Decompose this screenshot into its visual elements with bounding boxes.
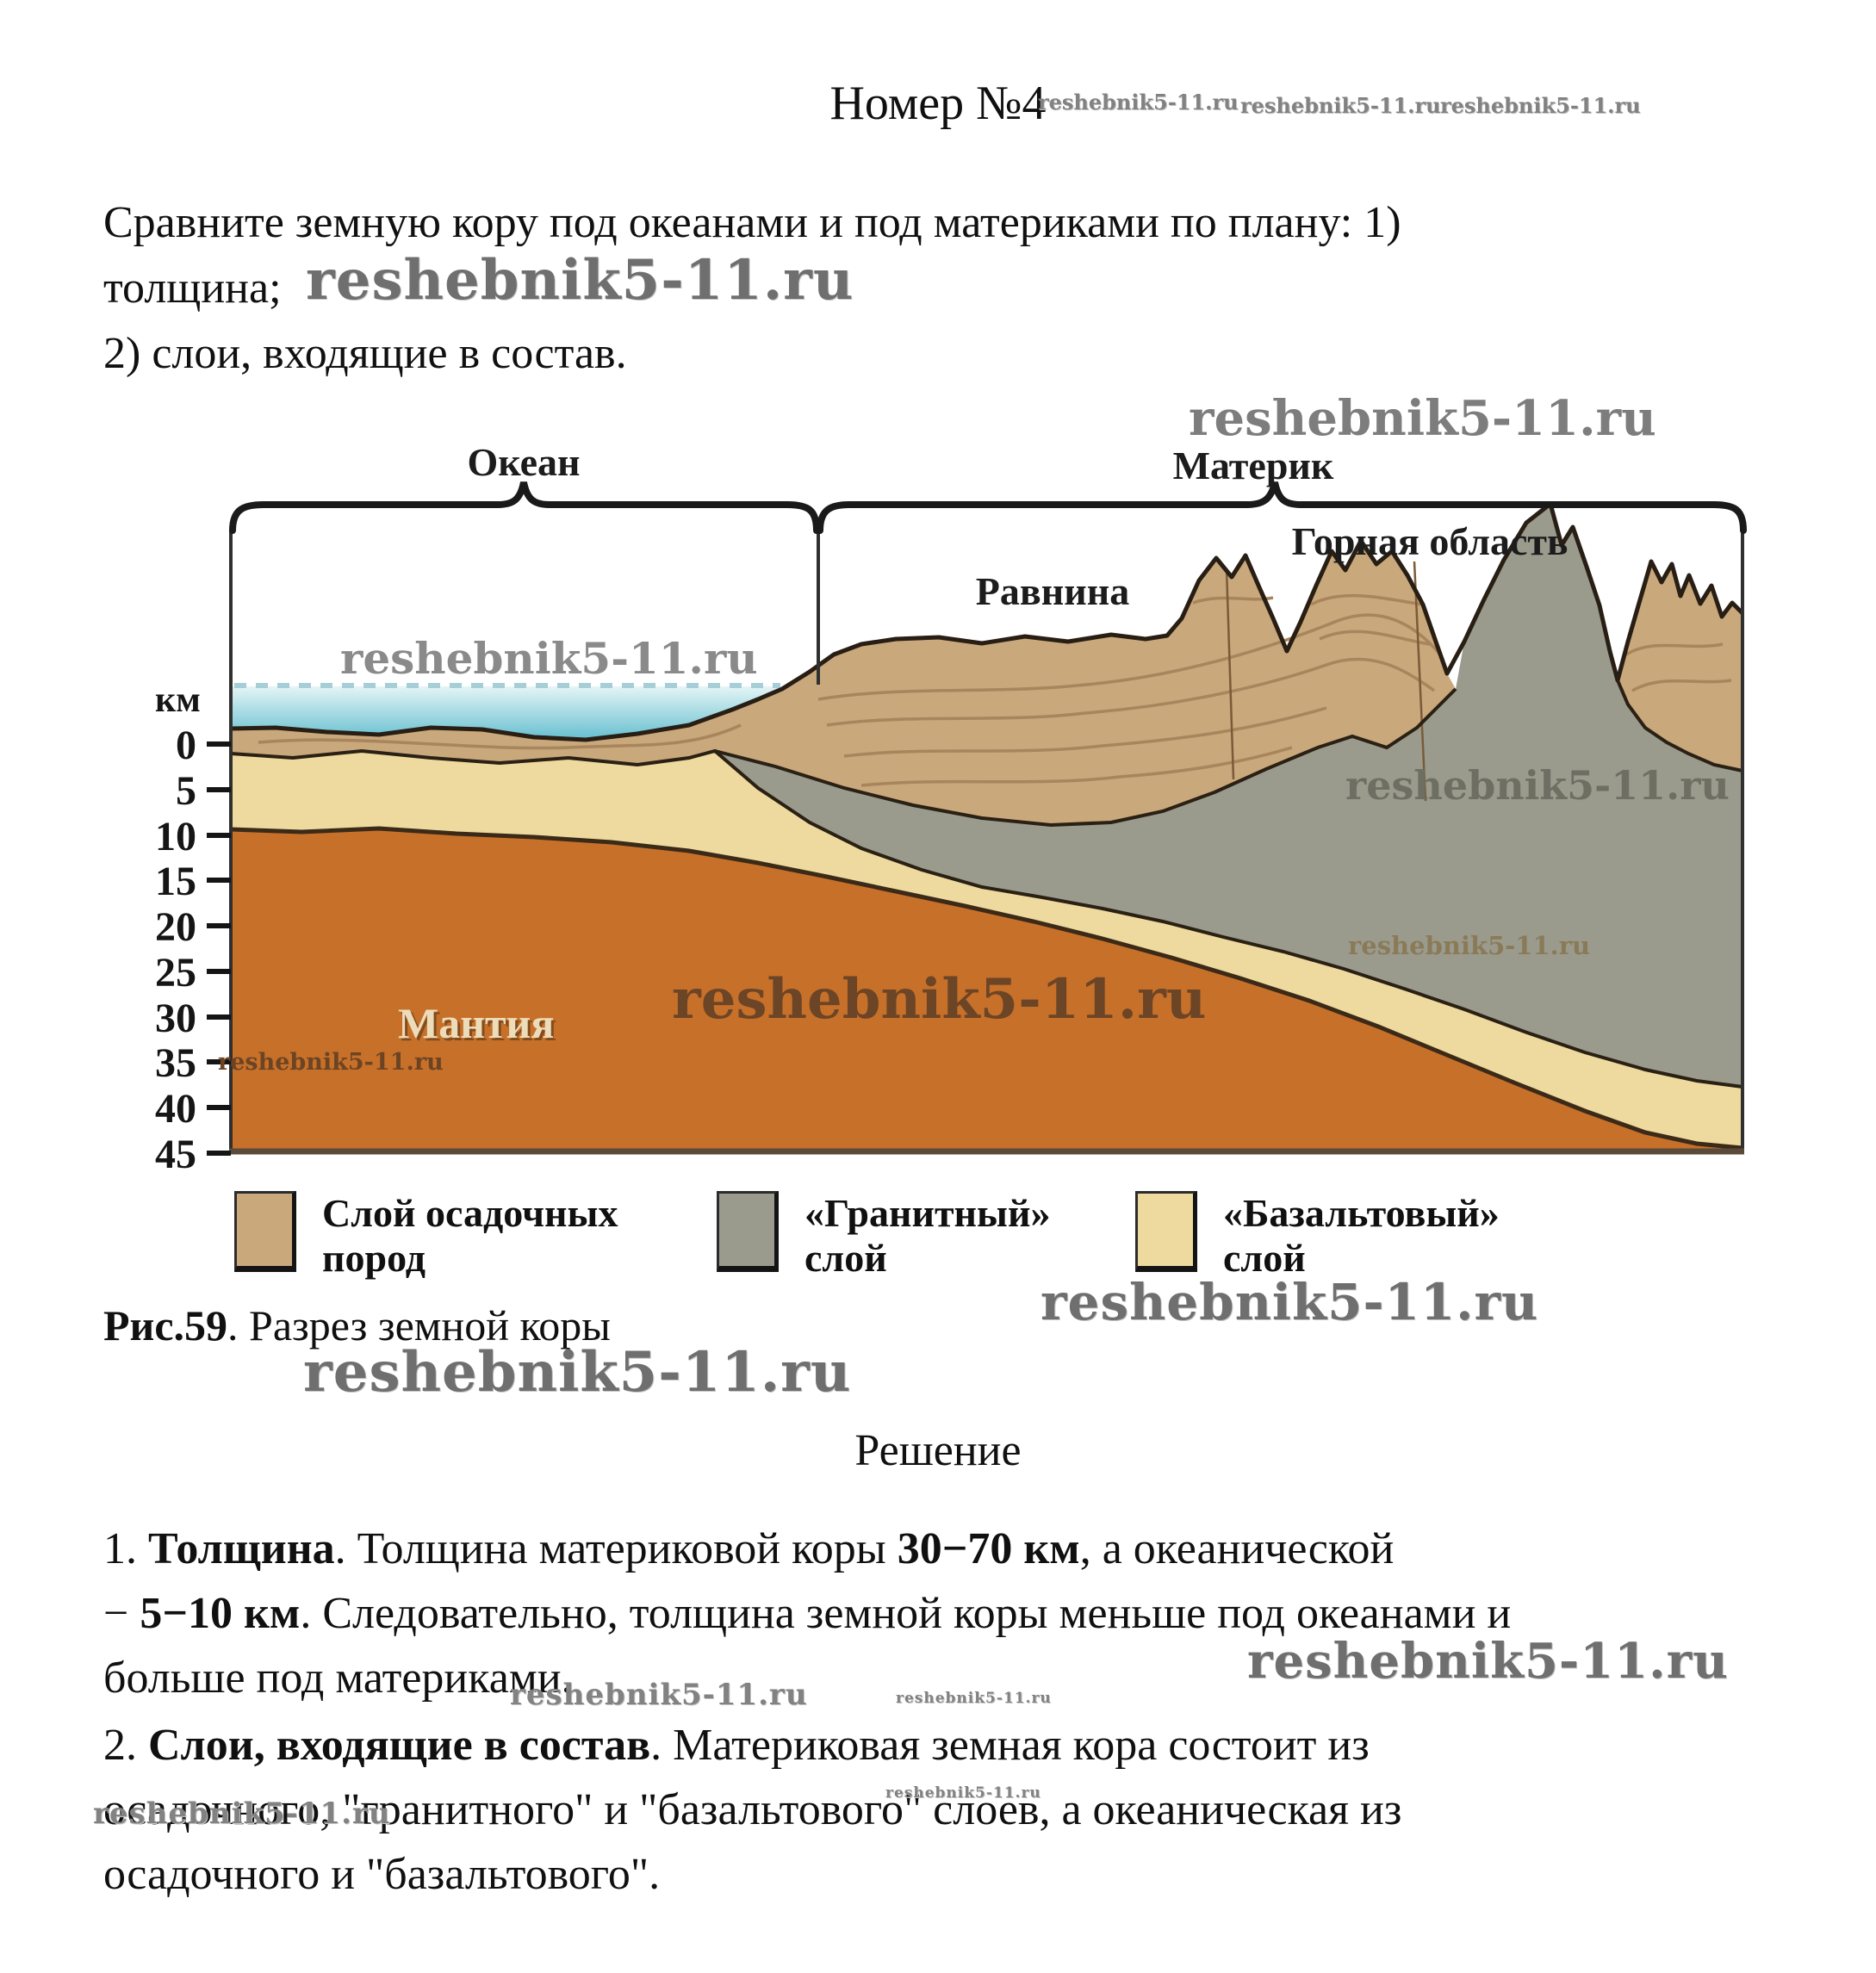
diagram-frame [229, 529, 1744, 1151]
mantle-top-outline [230, 826, 1743, 1151]
caption-text: . Разрез земной коры [227, 1301, 611, 1349]
solution-text: . Следовательно, толщина земной коры мен… [300, 1589, 1512, 1638]
solution-text: , а океанической [1079, 1524, 1395, 1573]
legend-text: Слой осадочных [322, 1191, 618, 1235]
solution-text-bold: Слои, входящие в состав [148, 1721, 651, 1770]
fault-lines [1225, 561, 1427, 802]
scale-tick-label: 20 [155, 904, 196, 950]
watermark: reshebnik5-11.ru [340, 633, 758, 684]
caption-number: Рис.59 [103, 1301, 228, 1349]
solution-line-1: 1. Толщина. Толщина материковой коры 30−… [103, 1517, 1394, 1581]
ocean-water [231, 686, 782, 740]
figure-caption: Рис.59. Разрез земной коры [103, 1294, 611, 1357]
solution-text: 1. [103, 1524, 148, 1573]
solution-text: . Толщина материковой коры [334, 1524, 898, 1573]
scale-tick-label: 0 [176, 723, 196, 768]
scale-tick-label: 30 [155, 996, 196, 1041]
mantle-label: Мантия [398, 999, 554, 1047]
watermark: reshebnik5-11.ru [303, 1340, 852, 1405]
legend-label-granite: «Гранитный» слой [804, 1191, 1050, 1281]
question-line-2: толщина; [103, 264, 282, 313]
legend-item-sediment: Слой осадочных пород [234, 1191, 618, 1281]
continent-label: Материк [1173, 444, 1334, 487]
continent-brace [817, 481, 1747, 534]
legend-text: «Гранитный» [804, 1191, 1051, 1235]
basalt-top-outline [230, 748, 1743, 1089]
watermark: reshebnik5-11.ru [218, 1049, 444, 1076]
watermark: reshebnik5-11.ru [672, 967, 1206, 1032]
watermark: reshebnik5-11.ru [1240, 93, 1441, 118]
scale-ticks [207, 741, 231, 1156]
solution-text-bold: 30−70 км [897, 1524, 1080, 1573]
legend-label-basalt: «Базальтовый» слой [1223, 1191, 1500, 1281]
legend-text: слой [1223, 1236, 1306, 1280]
question-line-3: 2) слои, входящие в состав. [103, 329, 627, 378]
solution-heading: Решение [854, 1426, 1022, 1475]
solution-text: 2. [103, 1721, 148, 1770]
watermark: reshebnik5-11.ru [896, 1690, 1052, 1707]
legend-item-basalt: «Базальтовый» слой [1135, 1191, 1500, 1281]
watermark: reshebnik5-11.ru [1345, 762, 1730, 809]
solution-text: больше под материками. [103, 1653, 573, 1703]
mantle-layer [231, 828, 1742, 1151]
ocean-brace [229, 481, 820, 534]
watermark: reshebnik5-11.ru [306, 248, 854, 313]
granite-swatch [717, 1191, 779, 1272]
scale-tick-label: 45 [155, 1132, 196, 1177]
solution-text-bold: Толщина [148, 1524, 335, 1573]
sediment-swatch [234, 1191, 296, 1272]
solution-text: − [103, 1589, 140, 1638]
solution-line-2: − 5−10 км. Следовательно, толщина земной… [103, 1582, 1511, 1646]
watermark: reshebnik5-11.ru [1038, 90, 1239, 115]
scale-unit-label: км [155, 680, 201, 720]
watermark: reshebnik5-11.ru [1040, 1273, 1539, 1331]
solution-line-5: осадочного, "гранитного" и "базальтового… [103, 1778, 1401, 1842]
ocean-label: Океан [467, 440, 580, 484]
sediment-layer [231, 541, 1456, 825]
scale-tick-label: 15 [155, 859, 196, 904]
solution-line-4: 2. Слои, входящие в состав. Материковая … [103, 1714, 1370, 1778]
scale-tick-label: 5 [176, 768, 196, 814]
watermark: reshebnik5-11.ru [1247, 1633, 1729, 1690]
legend-text: слой [804, 1236, 887, 1280]
question-line-1: Сравните земную кору под океанами и под … [103, 198, 1401, 247]
legend-item-granite: «Гранитный» слой [717, 1191, 1050, 1281]
legend-text: «Базальтовый» [1223, 1191, 1500, 1235]
scale-tick-label: 10 [155, 814, 196, 859]
watermark: reshebnik5-11.ru [1348, 931, 1590, 960]
solution-text: осадочного и "базальтового". [103, 1850, 661, 1899]
granite-top-outline [714, 679, 1743, 828]
sediment-cap [1618, 561, 1742, 771]
basalt-layer [231, 751, 1742, 1148]
legend-label-sediment: Слой осадочных пород [322, 1191, 618, 1281]
plain-label: Равнина [976, 569, 1129, 613]
scale-tick-label: 40 [155, 1086, 196, 1132]
solution-text: . Материковая земная кора состоит из [650, 1721, 1370, 1770]
mountain-area-label: Горная область [1292, 519, 1569, 563]
sediment-texture-lines [258, 593, 1732, 787]
page-title: Номер №4 [829, 77, 1047, 130]
surface-outline [230, 501, 1744, 742]
watermark: reshebnik5-11.ru [885, 1784, 1041, 1802]
solution-text-bold: 5−10 км [140, 1589, 301, 1638]
watermark: reshebnik5-11.ru [1440, 93, 1641, 118]
solution-line-3: больше под материками. [103, 1647, 573, 1710]
legend-text: пород [322, 1236, 426, 1280]
granite-layer [715, 504, 1742, 1087]
solution-text: осадочного, "гранитного" и "базальтового… [103, 1785, 1402, 1834]
solution-line-6: осадочного и "базальтового". [103, 1843, 660, 1907]
mantle-label-shadow: Мантия [401, 1002, 556, 1050]
watermark: reshebnik5-11.ru [93, 1796, 391, 1831]
watermark: reshebnik5-11.ru [510, 1678, 808, 1712]
scale-tick-label: 35 [155, 1040, 196, 1086]
watermark: reshebnik5-11.ru [1189, 390, 1656, 447]
scale-tick-label: 25 [155, 950, 196, 996]
basalt-swatch [1135, 1191, 1197, 1272]
